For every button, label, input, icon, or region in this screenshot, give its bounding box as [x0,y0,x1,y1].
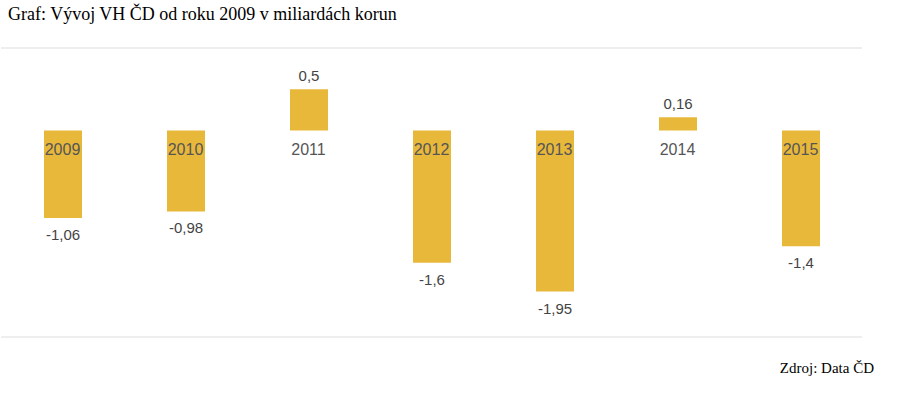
svg-text:2009: 2009 [45,141,81,158]
svg-text:-1,4: -1,4 [788,254,814,271]
svg-text:2014: 2014 [660,141,696,158]
svg-text:2010: 2010 [168,141,204,158]
svg-text:0,16: 0,16 [663,95,692,112]
svg-text:-1,6: -1,6 [419,271,445,288]
svg-text:-1,95: -1,95 [538,300,572,317]
html-text:Graf: Vývoj VH ČD od roku 2009: Graf: Vývoj VH ČD od roku 2009 v miliard… [8,4,397,24]
svg-text:2015: 2015 [783,141,819,158]
html-text:Zdroj: Data ČD: Zdroj: Data ČD [779,360,874,376]
svg-text:2012: 2012 [414,141,450,158]
svg-text:-0,98: -0,98 [169,219,203,236]
svg-text:-1,06: -1,06 [46,226,80,243]
svg-text:2013: 2013 [537,141,573,158]
svg-text:0,5: 0,5 [299,67,320,84]
svg-text:2011: 2011 [291,141,326,158]
